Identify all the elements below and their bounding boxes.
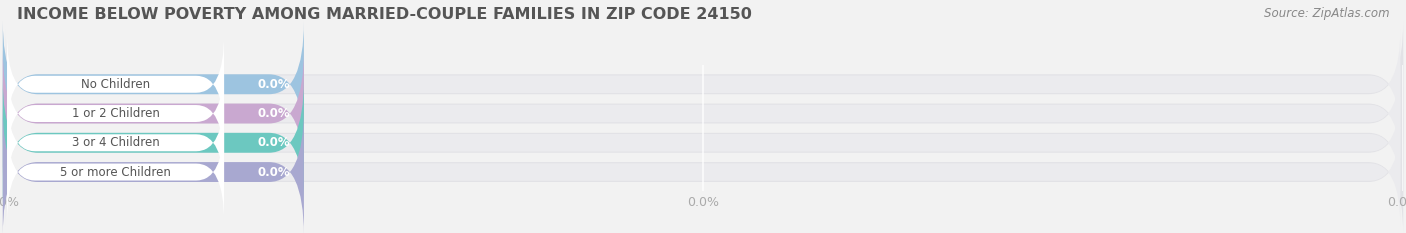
FancyBboxPatch shape [6, 87, 1400, 198]
FancyBboxPatch shape [3, 50, 304, 177]
FancyBboxPatch shape [7, 122, 224, 222]
FancyBboxPatch shape [3, 21, 304, 147]
FancyBboxPatch shape [6, 29, 1400, 140]
FancyBboxPatch shape [7, 63, 224, 164]
FancyBboxPatch shape [3, 21, 1403, 147]
Text: 5 or more Children: 5 or more Children [60, 165, 172, 178]
Text: 0.0%: 0.0% [257, 165, 290, 178]
FancyBboxPatch shape [7, 93, 224, 193]
FancyBboxPatch shape [6, 58, 1400, 169]
Text: 0.0%: 0.0% [257, 78, 290, 91]
FancyBboxPatch shape [3, 80, 1403, 206]
Text: INCOME BELOW POVERTY AMONG MARRIED-COUPLE FAMILIES IN ZIP CODE 24150: INCOME BELOW POVERTY AMONG MARRIED-COUPL… [17, 7, 752, 22]
FancyBboxPatch shape [3, 80, 304, 206]
Text: 3 or 4 Children: 3 or 4 Children [72, 136, 159, 149]
FancyBboxPatch shape [3, 50, 1403, 177]
Text: Source: ZipAtlas.com: Source: ZipAtlas.com [1264, 7, 1389, 20]
Text: 0.0%: 0.0% [257, 107, 290, 120]
Text: 1 or 2 Children: 1 or 2 Children [72, 107, 159, 120]
Text: No Children: No Children [82, 78, 150, 91]
FancyBboxPatch shape [7, 34, 224, 134]
FancyBboxPatch shape [6, 116, 1400, 228]
Text: 0.0%: 0.0% [257, 136, 290, 149]
FancyBboxPatch shape [3, 109, 1403, 233]
FancyBboxPatch shape [3, 109, 304, 233]
